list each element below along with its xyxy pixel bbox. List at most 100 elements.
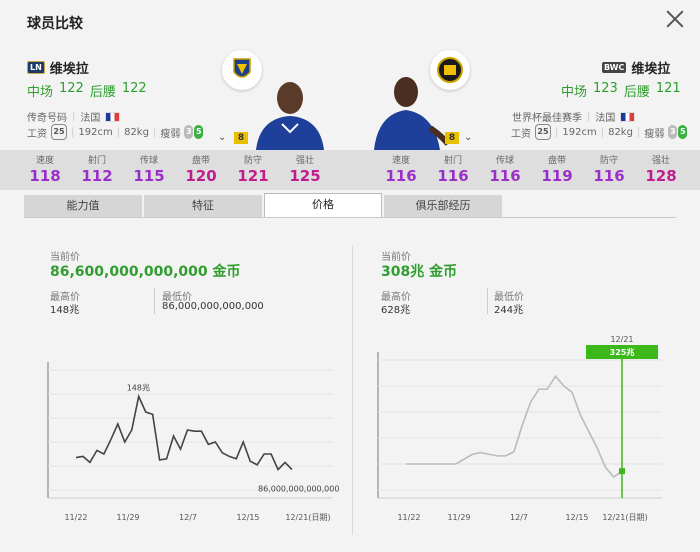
left-salary-label: 工资 [27,128,47,140]
x-tick-label: 11/22 [397,513,420,522]
left-low-price: 86,000,000,000,000 [162,301,264,312]
price-series-line [406,374,623,479]
x-tick-label: 12/21(日期) [602,513,647,522]
left-pos-2: 后腰 [89,85,116,100]
x-tick-label: 12/7 [510,513,528,522]
left-height: 192cm [78,126,113,138]
left-meta: 传奇号码 | 法国 [27,109,121,124]
left-pos-1: 中场 [27,85,54,100]
right-salary-label: 工资 [511,128,531,140]
right-nation: 法国 [595,113,616,124]
left-meta2: 工资 25 | 192cm | 82kg | 瘦弱 3 5 [27,124,204,140]
price-series-line [75,393,293,472]
x-tick-label: 12/21(日期) [285,513,330,522]
right-meta: 世界杯最佳赛季 | 法国 [512,109,636,124]
marker-date-label: 12/21 [610,335,633,344]
left-stat-passing: 传球 115 [133,156,165,185]
stat-bar: 速度 118 射门 112 传球 115 盘带 120 防守 121 强壮 125 速度 11… [0,150,700,190]
left-current-label: 当前价 [50,252,80,263]
left-stat-shooting: 射门 112 [81,156,113,185]
left-player-photo [248,70,330,150]
page-title: 球员比较 [27,16,83,32]
right-high-price: 628兆 [381,305,411,316]
foot-icon: 3 5 [184,125,204,139]
chart-annotation: 148兆 [127,382,150,392]
right-stat-shooting: 射门 116 [437,156,469,185]
left-nation: 法国 [80,113,101,124]
right-current-label: 当前价 [381,252,411,263]
right-stat-physical: 强壮 128 [645,156,677,185]
right-club-badge-icon [430,50,470,90]
x-tick-label: 12/7 [179,513,197,522]
right-season-icon: BWC [602,62,627,73]
right-stat-passing: 传球 116 [489,156,521,185]
right-ovr-1: 123 [593,81,618,96]
chart-annotation: 86,000,000,000,000 [258,485,339,494]
tab-price[interactable]: 价格 [264,193,382,217]
right-stat-defending: 防守 116 [593,156,625,185]
left-season-name: 传奇号码 [27,113,67,124]
right-pos-2: 后腰 [623,85,650,100]
right-meta2: 工资 25 | 192cm | 82kg | 瘦弱 3 5 [511,124,688,140]
right-low-label: 最低价 [494,292,524,303]
france-flag-icon [105,111,121,122]
foot-icon: 3 5 [668,125,688,139]
tab-traits[interactable]: 特征 [144,195,262,217]
left-low-label: 最低价 [162,292,192,303]
left-stat-defending: 防守 121 [237,156,269,185]
left-stat-pace: 速度 118 [29,156,61,185]
salary-icon: 25 [51,124,67,140]
left-price-chart: 11/22 11/29 12/7 12/15 12/21(日期) 148兆 86,000,0… [47,362,339,522]
right-weight: 82kg [608,126,633,138]
left-weight: 82kg [124,126,149,138]
left-player-name-row: LN 维埃拉 [27,58,89,77]
right-season-name: 世界杯最佳赛季 [512,113,582,124]
close-icon[interactable] [664,8,686,30]
left-player-name: 维埃拉 [49,62,89,77]
left-current-price: 86,600,000,000,000 金币 [50,264,241,280]
right-ovr-2: 121 [655,81,681,96]
salary-icon: 25 [535,124,551,140]
left-ovr-row: 中场 122 后腰 122 [27,81,147,100]
left-chevron-down-icon[interactable]: ⌄ [218,132,227,143]
right-low-price: 244兆 [494,305,524,316]
right-height: 192cm [562,126,597,138]
left-stat-physical: 强壮 125 [289,156,321,185]
right-player-name-row: BWC 维埃拉 [602,58,670,77]
left-level-badge: 8 [234,132,248,144]
right-stat-dribbling: 盘带 119 [541,156,573,185]
left-club-badge-icon [222,50,262,90]
tab-bar: 能力值 特征 价格 俱乐部经历 [24,193,504,217]
left-ovr-2: 122 [121,81,147,96]
right-current-price: 308兆 金币 [381,264,458,280]
tab-attributes[interactable]: 能力值 [24,195,142,217]
x-tick-label: 12/15 [236,513,259,522]
right-player-name: 维埃拉 [631,62,671,77]
left-season-icon: LN [27,61,45,74]
left-high-price: 148兆 [50,305,80,316]
right-chevron-down-icon[interactable]: ⌄ [464,132,473,143]
right-player-photo [370,70,452,150]
right-price-chart: 11/22 11/29 12/7 12/15 12/21(日期) 12/21 325兆 [377,335,662,522]
left-build: 瘦弱 [160,128,181,140]
panel-divider [352,245,353,535]
marker-dot [619,468,625,475]
france-flag-icon [620,111,636,122]
x-tick-label: 12/15 [565,513,588,522]
right-level-badge: 8 [445,132,459,144]
tab-underline [24,217,676,218]
tab-club-history[interactable]: 俱乐部经历 [384,195,502,217]
x-tick-label: 11/29 [447,513,470,522]
x-tick-label: 11/22 [64,513,87,522]
right-stat-pace: 速度 116 [385,156,417,185]
left-stat-dribbling: 盘带 120 [185,156,217,185]
left-ovr-1: 122 [59,81,84,96]
marker-value-label: 325兆 [610,347,635,357]
right-high-label: 最高价 [381,292,411,303]
x-tick-label: 11/29 [116,513,139,522]
right-build: 瘦弱 [644,128,665,140]
right-ovr-row: 中场 123 后腰 121 [561,81,681,100]
left-high-label: 最高价 [50,292,80,303]
right-pos-1: 中场 [561,85,588,100]
marker-value-box [586,345,658,359]
